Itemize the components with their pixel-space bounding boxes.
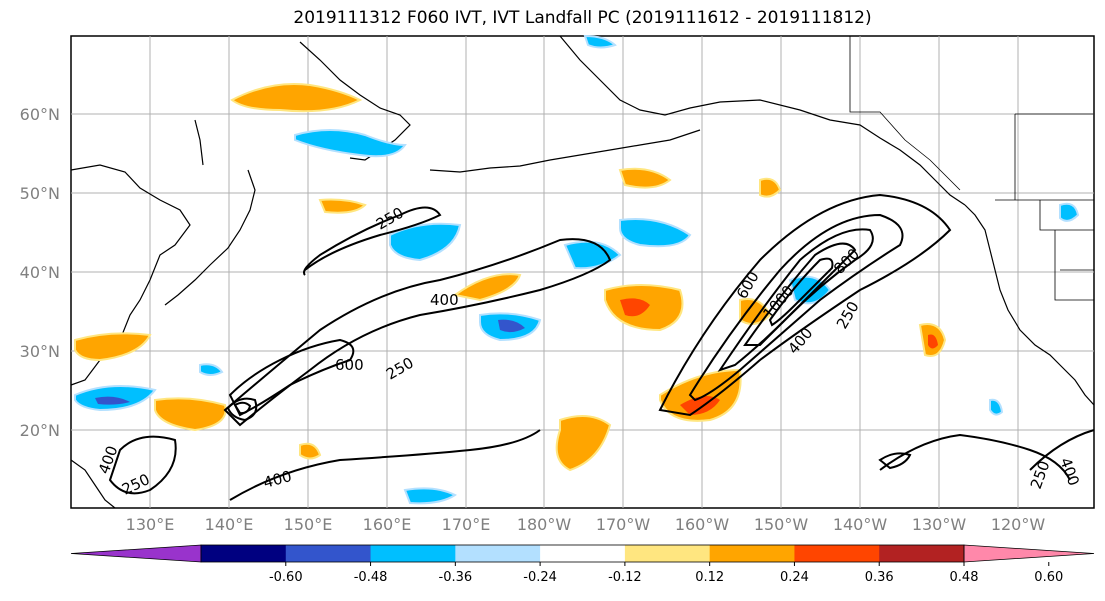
lon-label: 170°E (442, 515, 491, 534)
colorbar-extend-high (963, 544, 1095, 563)
colorbar-segment (709, 545, 795, 562)
colorbar-tick-label: -0.36 (439, 570, 473, 585)
colorbar: -0.60 -0.48 -0.36 -0.24 -0.12 0.12 0.24 0.36 0.4… (70, 544, 1095, 585)
colorbar-segment (794, 545, 880, 562)
lat-label: 50°N (20, 184, 60, 203)
longitude-labels: 130°E 140°E 150°E 160°E 170°E 180°W 170°… (126, 515, 1046, 534)
lat-label: 20°N (20, 421, 60, 440)
colorbar-segment (879, 545, 965, 562)
lon-label: 140°W (833, 515, 888, 534)
lon-label: 140°E (205, 515, 254, 534)
contour-label: 400 (430, 291, 459, 309)
lon-label: 170°W (596, 515, 651, 534)
colorbar-segment (540, 545, 626, 562)
colorbar-segment (201, 545, 287, 562)
lon-label: 160°W (675, 515, 730, 534)
colorbar-extend-low (70, 544, 202, 563)
colorbar-tick-label: -0.60 (269, 570, 303, 585)
colorbar-segment (624, 545, 711, 562)
colorbar-segment (285, 545, 372, 562)
ivt-contours (108, 193, 1095, 501)
colorbar-tick-label: 0.12 (695, 570, 724, 585)
colorbar-tick-label: 0.60 (1034, 570, 1063, 585)
lat-label: 40°N (20, 263, 60, 282)
chart-title: 2019111312 F060 IVT, IVT Landfall PC (20… (293, 8, 872, 28)
lon-label: 150°W (754, 515, 809, 534)
latitude-labels: 60°N 50°N 40°N 30°N 20°N (20, 105, 60, 440)
colorbar-segment (370, 545, 456, 562)
pc-shading (74, 34, 1080, 505)
colorbar-tick-label: 0.48 (950, 570, 979, 585)
colorbar-tick-label: -0.48 (354, 570, 388, 585)
lon-label: 180°W (517, 515, 572, 534)
lat-label: 60°N (20, 105, 60, 124)
lon-label: 130°E (126, 515, 175, 534)
lon-label: 150°E (284, 515, 333, 534)
contour-label: 600 (335, 356, 364, 374)
colorbar-segment (455, 545, 541, 562)
lat-label: 30°N (20, 342, 60, 361)
colorbar-outline (200, 544, 965, 563)
colorbar-tick-label: 0.36 (865, 570, 894, 585)
lon-label: 120°W (991, 515, 1046, 534)
lon-label: 130°W (912, 515, 967, 534)
political-borders (849, 36, 1094, 301)
lon-label: 160°E (363, 515, 412, 534)
colorbar-tick-label: -0.24 (523, 570, 557, 585)
colorbar-tick-label: -0.12 (608, 570, 642, 585)
colorbar-tick-label: 0.24 (780, 570, 809, 585)
